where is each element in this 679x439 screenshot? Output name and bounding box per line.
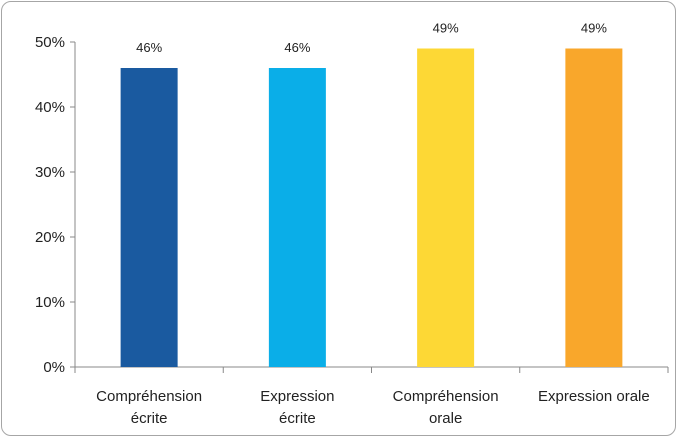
bar: [417, 48, 475, 367]
y-tick-label: 10%: [35, 294, 65, 311]
y-tick-label: 20%: [35, 229, 65, 246]
category-label: Expression orale: [538, 388, 650, 405]
category-label: écrite: [279, 410, 316, 427]
y-tick-label: 30%: [35, 164, 65, 181]
data-label: 46%: [284, 40, 310, 55]
data-label: 46%: [136, 40, 162, 55]
category-label: Compréhension: [96, 388, 202, 405]
y-tick-label: 40%: [35, 99, 65, 116]
bar: [120, 68, 178, 367]
data-label: 49%: [433, 21, 459, 36]
data-label: 49%: [581, 21, 607, 36]
category-label: Compréhension: [393, 388, 499, 405]
category-label: orale: [429, 410, 462, 427]
y-tick-label: 50%: [35, 34, 65, 51]
bar: [565, 48, 623, 367]
category-label: Expression: [260, 388, 334, 405]
y-tick-label: 0%: [43, 359, 65, 376]
bar: [268, 68, 326, 367]
category-label: écrite: [131, 410, 168, 427]
